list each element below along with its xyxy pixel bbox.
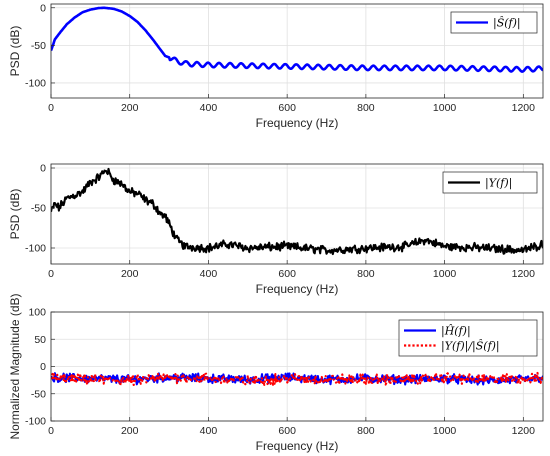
x-tick-label: 600: [278, 102, 296, 114]
y-axis-label: PSD (dB): [8, 189, 22, 240]
series-line-1: [51, 6, 543, 73]
y-tick-label: 0: [40, 361, 46, 373]
x-axis-label: Frequency (Hz): [256, 439, 339, 453]
x-tick-label: 1200: [512, 268, 536, 280]
series-line-2: [51, 371, 543, 387]
x-tick-label: 1000: [433, 102, 457, 114]
y-axis-label: PSD (dB): [8, 26, 22, 77]
x-tick-label: 800: [357, 268, 375, 280]
x-tick-label: 600: [278, 268, 296, 280]
x-tick-label: 200: [121, 425, 139, 437]
legend: |Ĥ(f)||Y(f)|/|Ŝ(f)|: [398, 319, 538, 357]
legend-box: [442, 171, 538, 194]
x-tick-label: 400: [200, 102, 218, 114]
x-tick-label: 0: [48, 102, 54, 114]
legend-box: [450, 11, 538, 34]
legend-label: |Y(f)|: [485, 177, 512, 191]
y-tick-label: -50: [31, 40, 46, 52]
x-tick-label: 400: [200, 425, 218, 437]
y-tick-label: 50: [34, 334, 46, 346]
x-tick-label: 400: [200, 268, 218, 280]
y-tick-label: 100: [28, 307, 46, 319]
axes-box: [50, 3, 544, 99]
x-axis-label: Frequency (Hz): [256, 282, 339, 296]
y-tick-label: 0: [40, 163, 46, 175]
x-tick-label: 200: [121, 102, 139, 114]
legend: |Ŝ(f)|: [450, 11, 538, 34]
y-tick-label: -50: [31, 203, 46, 215]
y-axis-label: Normalized Magnitude (dB): [8, 293, 22, 439]
x-tick-label: 800: [357, 102, 375, 114]
legend: |Y(f)|: [442, 171, 538, 194]
axes-box: [50, 163, 544, 265]
y-tick-label: -50: [31, 388, 46, 400]
x-tick-label: 200: [121, 268, 139, 280]
y-tick-label: -100: [25, 416, 46, 428]
legend-label: |Y(f)|/|Ŝ(f)|: [441, 339, 500, 354]
x-tick-label: 1200: [512, 425, 536, 437]
legend-label: |Ĥ(f)|: [441, 324, 471, 339]
x-tick-label: 0: [48, 268, 54, 280]
grid: [50, 4, 543, 98]
chart-panel-3: 0 200 400 600 800 1000 1200 100 50 0 -50 -100 Freque…: [8, 293, 544, 453]
x-tick-label: 800: [357, 425, 375, 437]
x-axis-label: Frequency (Hz): [256, 116, 339, 130]
x-tick-label: 1000: [433, 268, 457, 280]
x-tick-label: 1200: [512, 102, 536, 114]
y-tick-label: 0: [40, 2, 46, 14]
x-tick-label: 600: [278, 425, 296, 437]
series-line-1: [51, 167, 543, 256]
chart-panel-2: 0 200 400 600 800 1000 1200 0 -50 -100 Frequency (…: [8, 163, 544, 296]
legend-box: [398, 319, 538, 357]
x-tick-label: 1000: [433, 425, 457, 437]
chart-panel-1: 0 200 400 600 800 1000 1200 0 -50 -100 Frequency (…: [8, 2, 544, 130]
legend-label: |Ŝ(f)|: [493, 16, 521, 31]
x-tick-label: 0: [48, 425, 54, 437]
y-tick-label: -100: [25, 243, 46, 255]
y-tick-label: -100: [25, 78, 46, 90]
